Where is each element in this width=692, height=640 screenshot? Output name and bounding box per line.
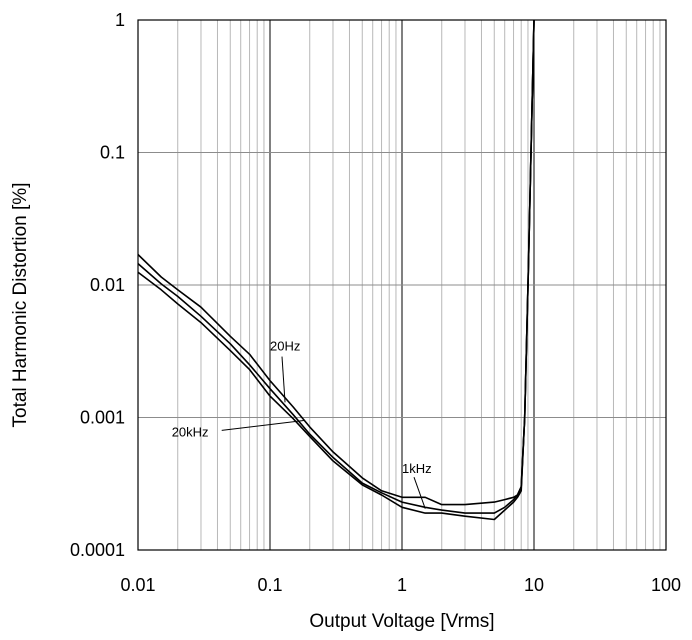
series-line-20khz (137, 19, 535, 521)
y-tick-label: 0.1 (100, 143, 125, 163)
annotation-20khz: 20kHz (172, 424, 209, 439)
series-layer (137, 19, 535, 521)
y-tick-label: 1 (115, 10, 125, 30)
x-axis-label: Output Voltage [Vrms] (309, 611, 494, 632)
y-tick-label: 0.01 (90, 275, 125, 295)
y-tick-labels: 0.0001 0.001 0.01 0.1 1 (70, 10, 125, 560)
series-line-1khz (137, 19, 535, 514)
x-tick-label: 10 (524, 575, 544, 595)
x-tick-label: 1 (397, 575, 407, 595)
y-axis-label: Total Harmonic Distortion [%] (10, 183, 31, 428)
plot-frame (137, 19, 667, 551)
annotation-layer: 20Hz 20kHz 1kHz (172, 339, 432, 509)
x-tick-label: 100 (651, 575, 681, 595)
x-tick-labels: 0.01 0.1 1 10 100 (120, 575, 681, 595)
annotation-leader-20hz (281, 356, 286, 403)
annotation-1khz: 1kHz (402, 461, 432, 476)
annotation-leader-1khz (413, 477, 426, 509)
y-tick-label: 0.0001 (70, 540, 125, 560)
annotation-20hz: 20Hz (270, 339, 300, 354)
annotation-leader-20khz (221, 419, 304, 431)
major-grid (138, 20, 666, 550)
y-tick-label: 0.001 (80, 408, 125, 428)
x-tick-label: 0.01 (120, 575, 155, 595)
x-tick-label: 0.1 (257, 575, 282, 595)
